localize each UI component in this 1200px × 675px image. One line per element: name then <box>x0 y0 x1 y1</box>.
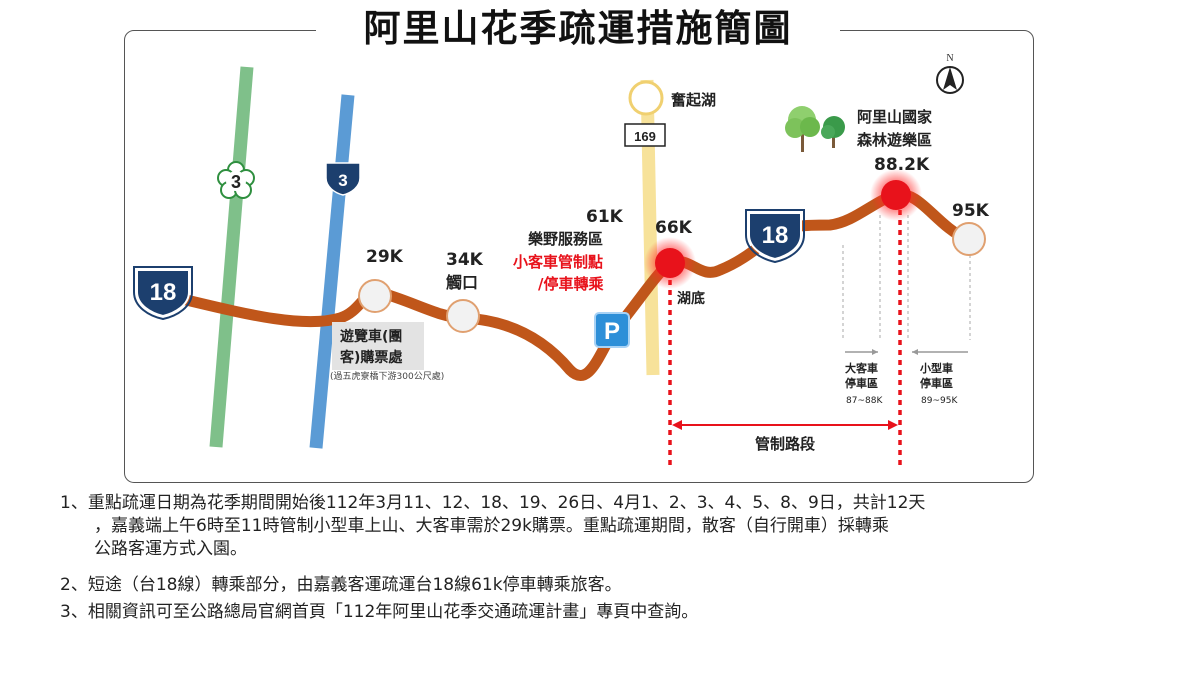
control-point-88k <box>881 180 911 210</box>
road-169-sign <box>624 123 666 147</box>
fenqihu-label: 奮起湖 <box>670 91 716 109</box>
parking-icon <box>594 312 630 348</box>
node-34k <box>446 299 480 333</box>
control-point-label-1: 小客車管制點 <box>513 253 603 271</box>
node-95k <box>952 222 986 256</box>
road-169-label: 169 <box>634 129 656 144</box>
ticket-office-line2: 客)購票處 <box>339 349 403 366</box>
km-29k-label: 29K <box>366 247 404 267</box>
road-3-green-line <box>209 66 254 448</box>
route-3-shield-blue-label: 3 <box>338 171 347 190</box>
note-1-line-3: 公路客運方式入園。 <box>94 539 247 559</box>
parking-icon-label: P <box>604 318 620 345</box>
route-3-flower-shield: 3 <box>217 161 255 199</box>
bus-parking-line1: 大客車 <box>845 361 878 375</box>
ticket-office-note: (過五虎寮橋下游300公尺處) <box>330 370 444 382</box>
km-66k-label: 66K <box>655 218 693 238</box>
page-title: 阿里山花季疏運措施簡圖 <box>316 4 840 54</box>
route-18-shield-left-label: 18 <box>150 279 177 306</box>
node-fenqihu <box>628 80 664 116</box>
route-18-shield-left: 18 <box>133 266 193 321</box>
bus-parking-range: 87~88K <box>846 396 883 406</box>
node-29k <box>358 279 392 313</box>
route-map: P 18 18 3 3 169 N <box>133 53 990 465</box>
note-3-number: 3、 <box>60 602 88 622</box>
note-1-number: 1、 <box>60 493 88 513</box>
ticket-office-line1: 遊覽車(團 <box>340 328 402 345</box>
note-2-line-1: 短途（台18線）轉乘部分，由嘉義客運疏運台18線61k停車轉乘旅客。 <box>87 575 622 595</box>
route-3-flower-shield-label: 3 <box>231 172 241 192</box>
note-2-number: 2、 <box>60 575 88 595</box>
note-2: 2、短途（台18線）轉乘部分，由嘉義客運疏運台18線61k停車轉乘旅客。 <box>60 574 1180 597</box>
note-3: 3、相關資訊可至公路總局官網首頁「112年阿里山花季交通疏運計畫」專頁中查詢。 <box>60 601 1180 624</box>
park-label-line2: 森林遊樂區 <box>857 131 932 149</box>
km-88k-label: 88.2K <box>874 155 930 175</box>
note-1-line-2: ，嘉義端上午6時至11時管制小型車上山、大客車需於29k購票。重點疏運期間，散客… <box>94 516 889 536</box>
control-section-label: 管制路段 <box>755 435 815 453</box>
car-parking-line1: 小型車 <box>919 361 953 375</box>
car-parking-line2: 停車區 <box>920 376 953 390</box>
note-1: 1、重點疏運日期為花季期間開始後112年3月11、12、18、19、26日、4月… <box>60 492 1180 561</box>
hudi-label: 湖底 <box>677 290 705 307</box>
route-3-shield-blue: 3 <box>325 162 361 196</box>
note-3-line-1: 相關資訊可至公路總局官網首頁「112年阿里山花季交通疏運計畫」專頁中查詢。 <box>87 602 699 622</box>
park-label-line1: 阿里山國家 <box>857 108 932 126</box>
forest-icon <box>785 106 845 152</box>
road-3-blue-line <box>309 94 355 449</box>
km-95k-label: 95K <box>952 201 990 221</box>
note-1-line-1: 重點疏運日期為花季期間開始後112年3月11、12、18、19、26日、4月1、… <box>87 493 926 513</box>
km-61k-label: 61K <box>586 207 624 227</box>
car-parking-range: 89~95K <box>921 396 958 406</box>
km-34k-label: 34K <box>446 250 484 270</box>
control-point-label-2: /停車轉乘 <box>538 275 603 293</box>
chukou-label: 觸口 <box>446 273 478 292</box>
service-area-label: 樂野服務區 <box>528 230 603 248</box>
bus-parking-line2: 停車區 <box>845 376 878 390</box>
ticket-office-box <box>332 322 424 370</box>
route-18-shield-right: 18 <box>745 209 805 264</box>
north-arrow-icon: N <box>936 53 964 94</box>
control-point-66k <box>655 248 685 278</box>
north-label: N <box>946 53 953 64</box>
route-18-shield-right-label: 18 <box>762 222 789 249</box>
